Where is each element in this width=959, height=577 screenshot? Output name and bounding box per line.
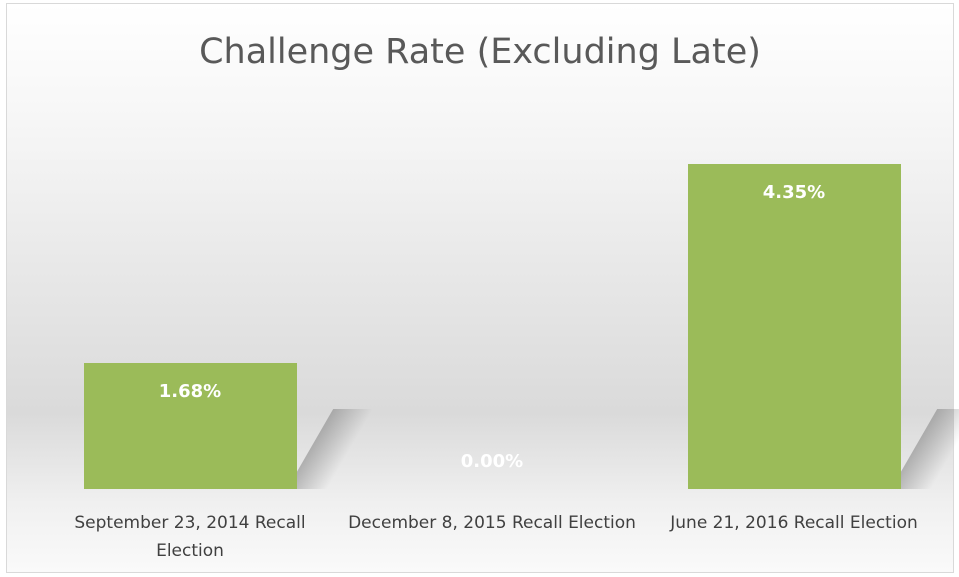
bar	[687, 164, 901, 489]
bar-shadow	[890, 409, 959, 489]
chart: Challenge Rate (Excluding Late) 1.68% Sep…	[6, 3, 959, 573]
data-label: 4.35%	[762, 182, 826, 203]
bar-shadow	[286, 409, 373, 489]
x-tick-label: June 21, 2016 Recall Election	[670, 513, 918, 533]
data-label: 1.68%	[158, 381, 222, 403]
bar	[83, 363, 297, 489]
x-tick-label: September 23, 2014 Recall Election	[74, 513, 306, 561]
data-label: 0.00%	[460, 451, 524, 472]
x-tick-label: December 8, 2015 Recall Election	[348, 513, 636, 533]
chart-title: Challenge Rate (Excluding Late)	[199, 32, 761, 72]
